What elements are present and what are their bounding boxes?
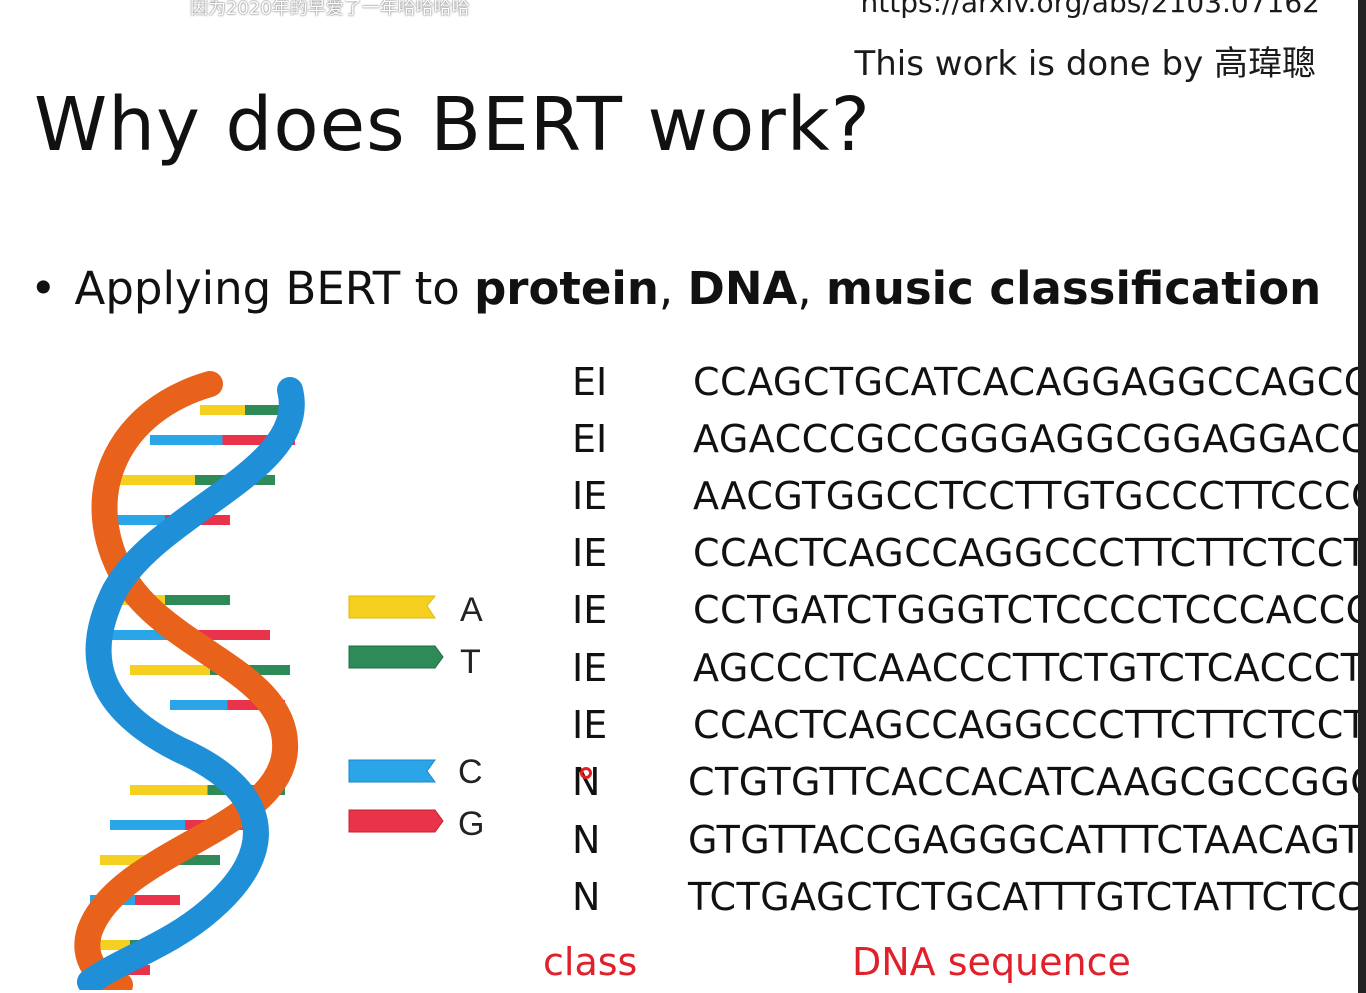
slide-title: Why does BERT work?	[34, 82, 871, 168]
bullet-sep-1: ,	[658, 262, 688, 315]
legend-bar-g	[348, 809, 444, 833]
sequence-cell: GTGTTACCGAGGGCATTTCTAACAGT	[688, 818, 1358, 862]
legend-bar-t	[348, 645, 444, 669]
bullet-dna: DNA	[687, 262, 798, 315]
sequence-cell: TCTGAGCTCTGCATTTGTCTATTCTCC	[688, 875, 1358, 919]
class-cell: N	[572, 818, 601, 862]
base-pair-rung-left	[115, 475, 195, 485]
base-pair-rung-left	[90, 940, 130, 950]
table-row: N GTGTTACCGAGGGCATTTCTAACAGT	[0, 818, 1358, 874]
base-pair-rung-right	[222, 435, 295, 445]
base-pair-rung-right	[190, 630, 270, 640]
class-column-label: class	[543, 940, 638, 984]
bullet-protein: protein	[474, 262, 659, 315]
legend-letter-c: C	[458, 753, 483, 791]
legend-bar-c	[348, 759, 436, 783]
base-pair-rung-left	[150, 435, 223, 445]
legend-letter-g: G	[458, 805, 485, 843]
table-row: EI AGACCCGCCGGGAGGCGGAGGACC	[0, 417, 1358, 473]
sequence-cell: CCACTCAGCCAGGCCCTTCTTCTCCT	[693, 703, 1358, 747]
base-pair-rung-left	[200, 405, 245, 415]
base-pair-rung-left	[100, 515, 165, 525]
credit-line: This work is done by 高瑋聰	[854, 44, 1316, 84]
sequence-column-label: DNA sequence	[852, 940, 1131, 984]
sequence-cell: CCTGATCTGGGTCTCCCCTCCCACCC	[693, 588, 1358, 632]
class-cell: IE	[572, 646, 608, 690]
class-cell: EI	[572, 360, 608, 404]
class-cell: IE	[572, 588, 608, 632]
base-pair-rung-left	[100, 855, 160, 865]
base-pair-rung-left	[170, 700, 228, 710]
base-pair-rung-left	[110, 630, 190, 640]
bullet-point: • Applying BERT to protein, DNA, music cl…	[30, 262, 1321, 315]
base-pair-rung-left	[130, 785, 208, 795]
base-pair-rung-right	[135, 895, 180, 905]
paper-url: https://arxiv.org/abs/2103.07162	[860, 0, 1320, 19]
bullet-music-classification: music classification	[825, 262, 1322, 315]
class-cell: EI	[572, 417, 608, 461]
table-row: EI CCAGCTGCATCACAGGAGGCCAGCG	[0, 360, 1358, 416]
window-edge	[1358, 0, 1366, 993]
table-row: IE CCTGATCTGGGTCTCCCCTCCCACCC	[0, 588, 1358, 644]
class-cell: IE	[572, 531, 608, 575]
bullet-prefix: Applying BERT to	[74, 262, 475, 315]
table-row: N CTGTGTTCACCACATCAAGCGCCGGC	[0, 760, 1358, 816]
sequence-cell: AGACCCGCCGGGAGGCGGAGGACC	[693, 417, 1358, 461]
bullet-dot: •	[30, 262, 57, 315]
helix-strand-orange	[74, 371, 299, 990]
table-row: IE CCACTCAGCCAGGCCCTTCTTCTCCT	[0, 531, 1358, 587]
class-cell: IE	[572, 703, 608, 747]
table-row: N TCTGAGCTCTGCATTTGTCTATTCTCC	[0, 875, 1358, 931]
sequence-cell: AGCCCTCAACCCTTCTGTCTCACCCTC	[693, 646, 1358, 690]
sequence-cell: AACGTGGCCTCCTTGTGCCCTTCCCC	[693, 474, 1358, 518]
class-cell: IE	[572, 474, 608, 518]
base-pair-legend	[348, 595, 444, 833]
table-row: IE AGCCCTCAACCCTTCTGTCTCACCCTC	[0, 646, 1358, 702]
laser-pointer-marker	[580, 767, 592, 779]
sequence-cell: CTGTGTTCACCACATCAAGCGCCGGC	[688, 760, 1358, 804]
base-pair-rung-left	[110, 820, 185, 830]
dna-helix-illustration	[74, 371, 305, 990]
bullet-sep-2: ,	[797, 262, 826, 315]
base-pair-rung-left	[130, 665, 210, 675]
danmaku-comment: 因为2020年的早爱了一年哈哈哈哈	[190, 0, 470, 19]
legend-bar-a	[348, 595, 437, 619]
legend-letter-t: T	[460, 643, 481, 681]
legend-letter-a: A	[460, 591, 483, 629]
class-cell: N	[572, 875, 601, 919]
table-row: IE AACGTGGCCTCCTTGTGCCCTTCCCC	[0, 474, 1358, 530]
base-pair-rung-right	[125, 965, 150, 975]
sequence-cell: CCACTCAGCCAGGCCCTTCTTCTCCT	[693, 531, 1358, 575]
base-pair-rung-right	[165, 595, 230, 605]
base-pair-rung-right	[160, 855, 220, 865]
table-row: IE CCACTCAGCCAGGCCCTTCTTCTCCT	[0, 703, 1358, 759]
sequence-cell: CCAGCTGCATCACAGGAGGCCAGCG	[693, 360, 1358, 404]
base-pair-rung-right	[245, 405, 290, 415]
helix-strand-blue	[77, 377, 305, 990]
